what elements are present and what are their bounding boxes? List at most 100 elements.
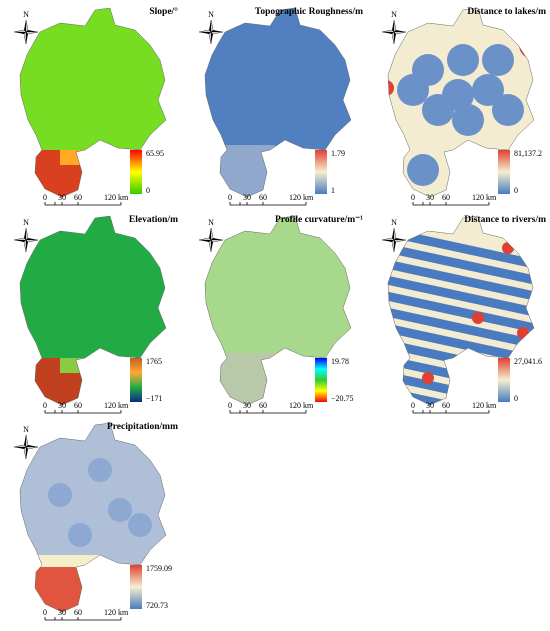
far-zone: [388, 80, 394, 96]
river-zone: [388, 367, 534, 405]
lake-zone: [482, 44, 514, 76]
map-outline: [19, 422, 167, 613]
low-zone: [108, 498, 132, 522]
scale-label: 30: [58, 193, 66, 202]
scale-label: 60: [74, 193, 82, 202]
colorbar: [315, 358, 327, 402]
lake-zone: [447, 44, 479, 76]
legend-min: 0: [146, 186, 150, 195]
legend-max: 1759.09: [146, 564, 172, 573]
map-outline: [19, 7, 167, 198]
scale-label: 30: [58, 608, 66, 617]
north-label: N: [23, 10, 29, 19]
arrow-star-light: [381, 227, 407, 253]
legend-max: 27,041.6: [514, 357, 542, 366]
map-panel: N Distance to lakes/m 81,137.2 0 0 30 60 120 km: [381, 7, 546, 206]
scale-label: 0: [43, 401, 47, 410]
map-outline: [204, 215, 352, 406]
legend-max: 81,137.2: [514, 149, 542, 158]
scale-label: 120 km: [104, 401, 129, 410]
map-outline: [19, 215, 167, 406]
panel-title: Precipitation/mm: [107, 422, 178, 432]
panel-title: Topographic Roughness/m: [255, 7, 363, 17]
lake-zone: [397, 74, 429, 106]
north-label: N: [23, 425, 29, 434]
north-label: N: [391, 218, 397, 227]
scale-label: 60: [442, 193, 450, 202]
arrow-star-light: [381, 19, 407, 45]
colorbar: [130, 358, 142, 402]
scale-label: 0: [228, 401, 232, 410]
arrow-star-light: [13, 434, 39, 460]
north-arrow: N: [198, 218, 224, 253]
river-zone: [388, 383, 534, 405]
scale-label: 30: [58, 401, 66, 410]
map-panel: N Topographic Roughness/m 1.79 1 0 30 60 120 km: [198, 7, 363, 206]
scale-label: 60: [259, 401, 267, 410]
scale-label: 0: [43, 608, 47, 617]
southern-lobe-light: [60, 358, 90, 373]
arrow-star-light: [13, 227, 39, 253]
legend-min: −20.75: [331, 394, 354, 403]
legend-min: 0: [514, 394, 518, 403]
scale-label: 120 km: [104, 608, 129, 617]
colorbar: [315, 150, 327, 194]
far-zone: [502, 242, 514, 254]
scale-label: 60: [74, 608, 82, 617]
north-label: N: [208, 218, 214, 227]
scale-label: 120 km: [104, 193, 129, 202]
scale-label: 0: [43, 193, 47, 202]
map-panel: N Precipitation/mm 1759.09 720.73 0 30 60 120 k…: [13, 422, 178, 621]
north-arrow: N: [13, 10, 39, 45]
north-label: N: [391, 10, 397, 19]
map-outline: [204, 7, 352, 198]
arrow-star-light: [198, 227, 224, 253]
scale-label: 60: [74, 401, 82, 410]
arrow-star-light: [13, 19, 39, 45]
river-zone: [388, 287, 534, 337]
scale-label: 60: [442, 401, 450, 410]
panel-title: Distance to rivers/m: [464, 215, 546, 225]
panel-title: Slope/°: [149, 6, 178, 17]
scale-label: 0: [228, 193, 232, 202]
north-arrow: N: [13, 425, 39, 460]
low-zone: [68, 523, 92, 547]
colorbar: [498, 150, 510, 194]
legend-max: 1.79: [331, 149, 345, 158]
scale-label: 0: [411, 193, 415, 202]
scale-label: 30: [426, 401, 434, 410]
low-zone: [128, 513, 152, 537]
scale-label: 30: [426, 193, 434, 202]
river-zone: [388, 255, 534, 305]
scale-label: 60: [259, 193, 267, 202]
scale-label: 120 km: [289, 401, 314, 410]
map-panel: N Elevation/m 1765 −171 0 30 60 120 km: [13, 215, 178, 414]
far-zone: [517, 327, 529, 339]
colorbar: [130, 565, 142, 609]
colorbar: [130, 150, 142, 194]
river-zone: [388, 399, 534, 405]
low-zone: [88, 458, 112, 482]
colorbar: [498, 358, 510, 402]
scale-label: 120 km: [472, 193, 497, 202]
scale-label: 30: [243, 193, 251, 202]
panel-title: Distance to lakes/m: [467, 7, 546, 17]
map-panel: N Slope/° 65.95 0 0 30 60 120 km: [13, 6, 178, 206]
scale-label: 120 km: [472, 401, 497, 410]
north-label: N: [23, 218, 29, 227]
map-outline: [387, 7, 535, 198]
lake-zone: [472, 74, 504, 106]
north-label: N: [208, 10, 214, 19]
far-zone: [472, 312, 484, 324]
far-zone: [422, 372, 434, 384]
map-outline: [387, 215, 535, 406]
legend-min: 0: [514, 186, 518, 195]
scale-label: 120 km: [289, 193, 314, 202]
lake-zone: [442, 79, 474, 111]
river-zone: [388, 271, 534, 321]
north-arrow: N: [13, 218, 39, 253]
scale-label: 30: [243, 401, 251, 410]
legend-min: 1: [331, 186, 335, 195]
north-arrow: N: [381, 10, 407, 45]
